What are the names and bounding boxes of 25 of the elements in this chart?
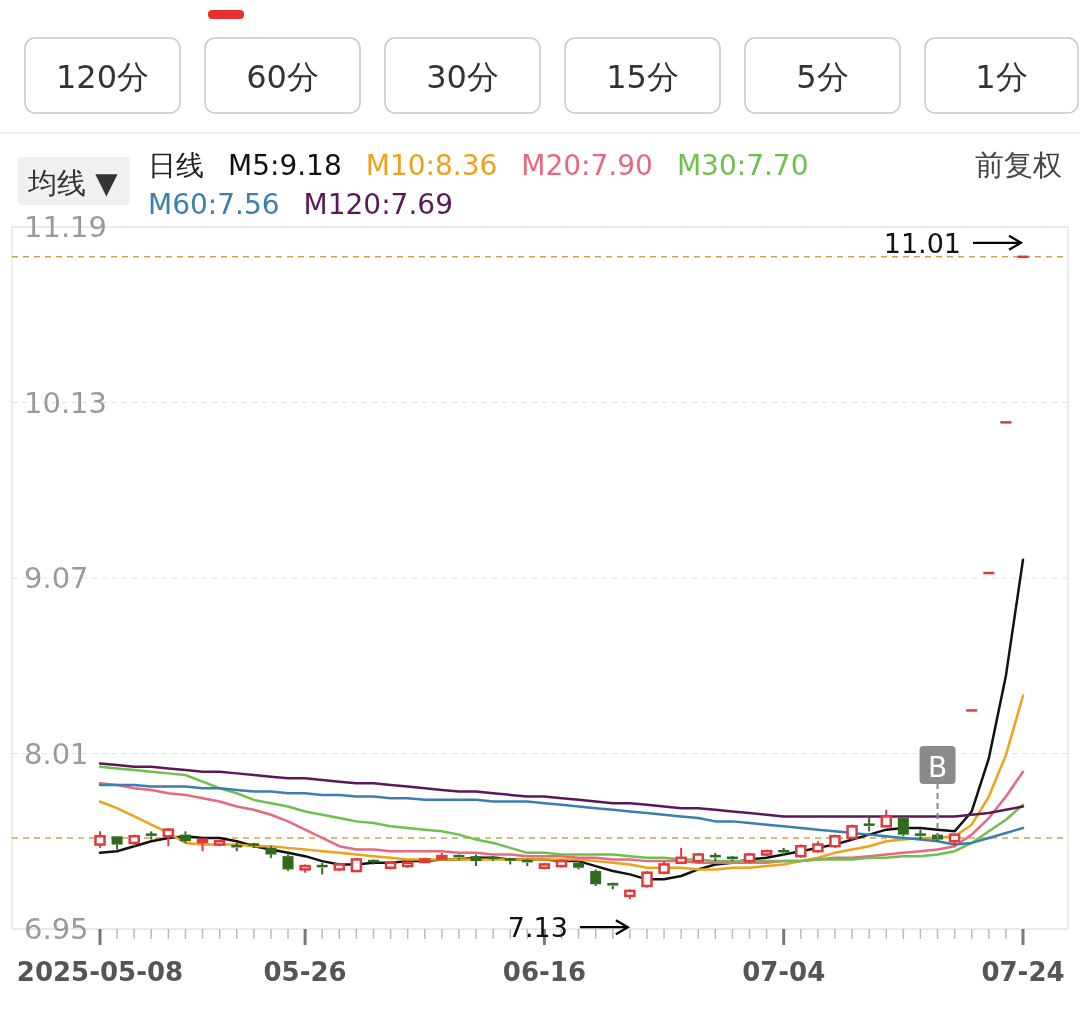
text: 前复权 bbox=[975, 148, 1062, 182]
text: M10:8.36 bbox=[365, 149, 498, 182]
y-tick-label: 6.95 bbox=[24, 912, 89, 946]
line-series bbox=[98, 783, 1025, 846]
text: M120:7.69 bbox=[303, 188, 453, 221]
x-tick-label: 06-16 bbox=[502, 957, 586, 987]
y-tick-label: 10.13 bbox=[24, 385, 108, 420]
y-tick-label: 11.19 bbox=[24, 210, 108, 244]
tabs: 120分 60分 30分 15分 5分 1分 bbox=[24, 10, 1079, 114]
annotation: 7.13 bbox=[507, 912, 568, 944]
text: M20:7.90 bbox=[521, 149, 653, 182]
x-tick-label: 07-24 bbox=[981, 957, 1065, 987]
x-tick-label: 05-26 bbox=[263, 957, 347, 987]
text: M30:7.70 bbox=[676, 149, 809, 182]
x-tick-label: 2025-05-08 bbox=[16, 957, 184, 987]
text: M60:7.56 bbox=[148, 188, 280, 221]
y-tick-label: 8.01 bbox=[24, 736, 89, 771]
chart-title: 日线 bbox=[148, 149, 204, 182]
ref-label: B bbox=[919, 745, 956, 839]
text: 均线 ▼ bbox=[27, 166, 119, 200]
y-tick-label: 9.07 bbox=[24, 561, 89, 595]
x-tick-label: 07-04 bbox=[742, 957, 826, 987]
annotation: 11.01 bbox=[883, 227, 961, 259]
ref-line-label: B bbox=[927, 750, 948, 784]
text: M5:9.18 bbox=[228, 149, 342, 182]
